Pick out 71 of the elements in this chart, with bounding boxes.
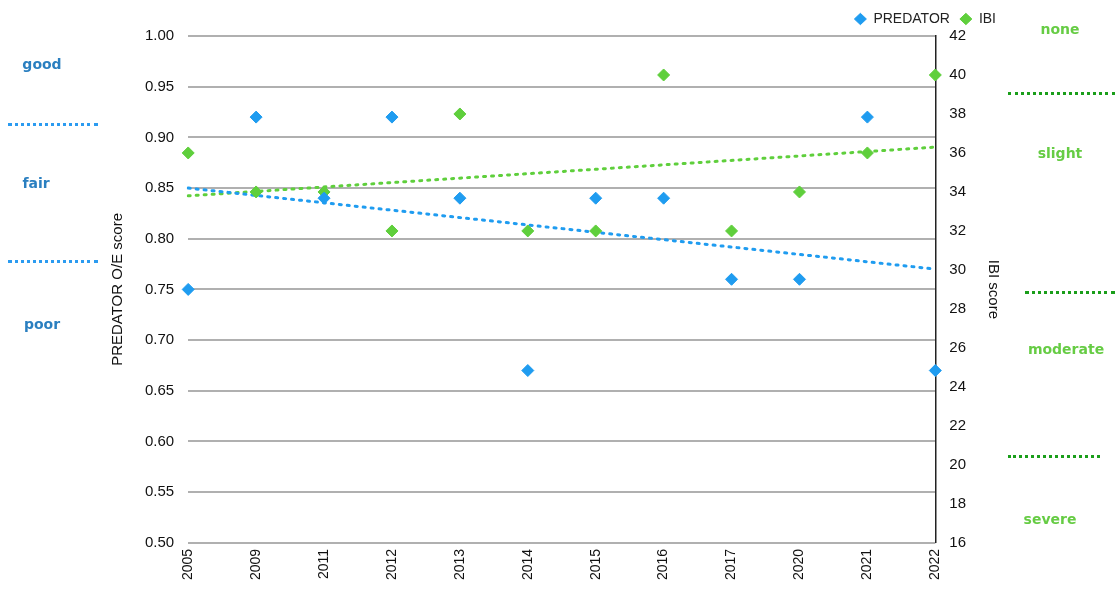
y2-tick-label: 32 bbox=[949, 221, 966, 239]
point bbox=[860, 110, 874, 124]
y2-tick-label: 20 bbox=[949, 455, 966, 473]
x-tick-label: 2017 bbox=[722, 548, 739, 581]
y-tick-label: 1.00 bbox=[144, 26, 175, 44]
x-tick-label: 2015 bbox=[586, 548, 603, 581]
point bbox=[792, 272, 806, 286]
point bbox=[657, 191, 671, 205]
text: slight bbox=[1037, 144, 1083, 161]
x-tick-label: 2011 bbox=[314, 548, 331, 579]
y2-tick-label: 24 bbox=[949, 377, 966, 395]
point bbox=[725, 224, 739, 238]
x-tick-label: 2009 bbox=[246, 548, 263, 581]
y-tick-label: 0.80 bbox=[144, 228, 175, 246]
x-tick-label: 2005 bbox=[179, 548, 196, 581]
y2-tick-label: 16 bbox=[949, 533, 966, 550]
y-tick-label: 0.95 bbox=[144, 76, 175, 94]
y-tick-label: 0.70 bbox=[144, 330, 175, 348]
y2-tick-label: 34 bbox=[949, 182, 966, 200]
text: moderate bbox=[1027, 340, 1105, 357]
point bbox=[860, 146, 874, 160]
y-tick-label: 0.90 bbox=[144, 127, 175, 145]
y2-tick-label: 30 bbox=[949, 260, 966, 278]
x-tick-label: 2022 bbox=[926, 548, 943, 581]
point bbox=[181, 146, 195, 160]
y2-tick-label: 40 bbox=[949, 65, 966, 83]
point bbox=[181, 282, 195, 296]
y-tick-label: 0.75 bbox=[144, 279, 175, 297]
y2-tick-label: 36 bbox=[949, 143, 966, 161]
y-tick-label: 0.50 bbox=[144, 533, 175, 550]
text: fair bbox=[22, 174, 50, 191]
y2-tick-label: 26 bbox=[949, 338, 966, 356]
y2-tick-label: 38 bbox=[949, 104, 966, 122]
y2-tick-label: 18 bbox=[949, 494, 966, 512]
y-tick-label: 0.65 bbox=[144, 380, 175, 398]
y-tick-label: 0.55 bbox=[144, 482, 175, 500]
point bbox=[249, 110, 263, 124]
legend-label: PREDATOR bbox=[873, 9, 950, 26]
point bbox=[657, 68, 671, 82]
text: severe bbox=[1023, 510, 1077, 527]
point bbox=[725, 272, 739, 286]
point bbox=[385, 224, 399, 238]
point bbox=[249, 185, 263, 199]
point bbox=[589, 224, 603, 238]
text: none bbox=[1040, 20, 1080, 37]
y-tick-label: 0.85 bbox=[144, 178, 175, 196]
point bbox=[385, 110, 399, 124]
text: good bbox=[22, 55, 62, 72]
x-tick-label: 2014 bbox=[518, 548, 535, 581]
point bbox=[521, 224, 535, 238]
x-tick-label: 2016 bbox=[654, 548, 671, 581]
legend-label: IBI bbox=[978, 9, 997, 26]
text: poor bbox=[23, 315, 61, 332]
y-axis-title: PREDATOR O/E score bbox=[108, 213, 126, 366]
point bbox=[928, 68, 942, 82]
y2-tick-label: 28 bbox=[949, 299, 966, 317]
x-tick-label: 2021 bbox=[858, 548, 875, 581]
x-tick-label: 2012 bbox=[382, 548, 399, 581]
point bbox=[453, 191, 467, 205]
y2-axis-title: IBI score bbox=[985, 259, 1003, 320]
point bbox=[521, 364, 535, 378]
point bbox=[792, 185, 806, 199]
y2-tick-label: 22 bbox=[949, 416, 966, 434]
y-tick-label: 0.60 bbox=[144, 431, 175, 449]
point bbox=[317, 191, 331, 205]
x-tick-label: 2020 bbox=[790, 548, 807, 581]
point bbox=[928, 364, 942, 378]
x-tick-label: 2013 bbox=[450, 548, 467, 581]
y2-tick-label: 42 bbox=[949, 26, 966, 44]
point bbox=[589, 191, 603, 205]
point bbox=[453, 107, 467, 121]
